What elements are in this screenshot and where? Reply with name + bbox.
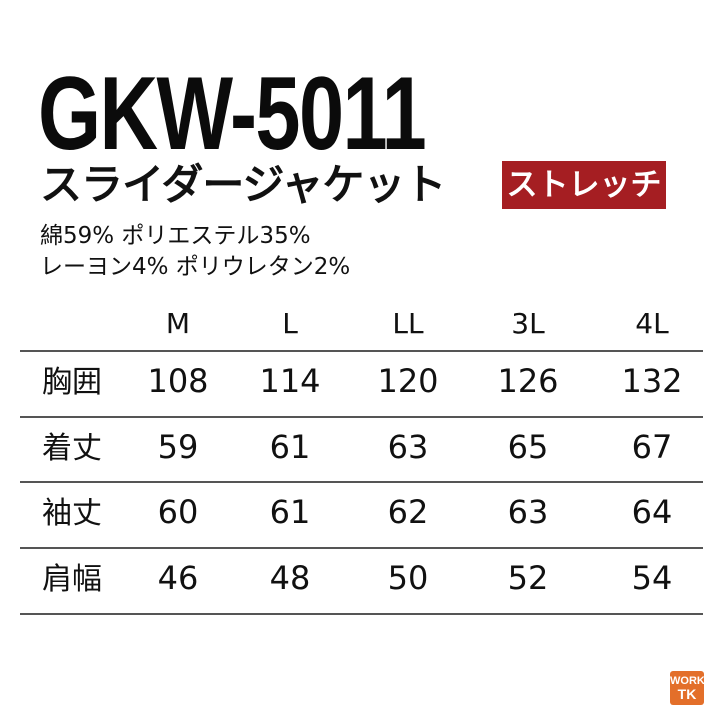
divider (20, 350, 703, 352)
table-cell: 108 (147, 362, 209, 400)
table-cell: 126 (497, 362, 559, 400)
divider (20, 547, 703, 549)
material-line: レーヨン4% ポリウレタン2% (40, 254, 351, 280)
table-cell: 61 (269, 428, 311, 466)
column-header: 3L (511, 307, 545, 340)
table-cell: 59 (157, 428, 199, 466)
divider (20, 481, 703, 483)
product-name: スライダージャケット (40, 160, 446, 209)
table-cell: 64 (631, 493, 673, 531)
table-cell: 63 (387, 428, 429, 466)
table-cell: 63 (507, 493, 549, 531)
logo-text: WORK (670, 675, 705, 687)
table-cell: 114 (259, 362, 321, 400)
column-header: LL (392, 307, 424, 340)
table-cell: 62 (387, 493, 429, 531)
brand-logo: WORK TK (670, 671, 705, 705)
row-label: 袖丈 (42, 496, 102, 531)
row-label: 肩幅 (42, 562, 102, 597)
column-header: M (165, 307, 191, 340)
table-cell: 50 (387, 559, 429, 597)
product-code: GKW-5011 (38, 56, 427, 172)
row-label: 胸囲 (42, 365, 102, 400)
table-cell: 120 (377, 362, 439, 400)
table-cell: 61 (269, 493, 311, 531)
column-header: 4L (635, 307, 669, 340)
table-cell: 46 (157, 559, 199, 597)
material-line: 綿59% ポリエステル35% (40, 223, 311, 249)
stretch-badge: ストレッチ (502, 161, 666, 209)
divider (20, 416, 703, 418)
table-cell: 67 (631, 428, 673, 466)
table-cell: 65 (507, 428, 549, 466)
logo-text: TK (677, 686, 697, 702)
column-header: L (282, 307, 298, 340)
table-cell: 52 (507, 559, 549, 597)
table-cell: 132 (621, 362, 683, 400)
table-cell: 54 (631, 559, 673, 597)
table-cell: 60 (157, 493, 199, 531)
divider (20, 613, 703, 615)
row-label: 着丈 (42, 431, 102, 466)
table-cell: 48 (269, 559, 311, 597)
